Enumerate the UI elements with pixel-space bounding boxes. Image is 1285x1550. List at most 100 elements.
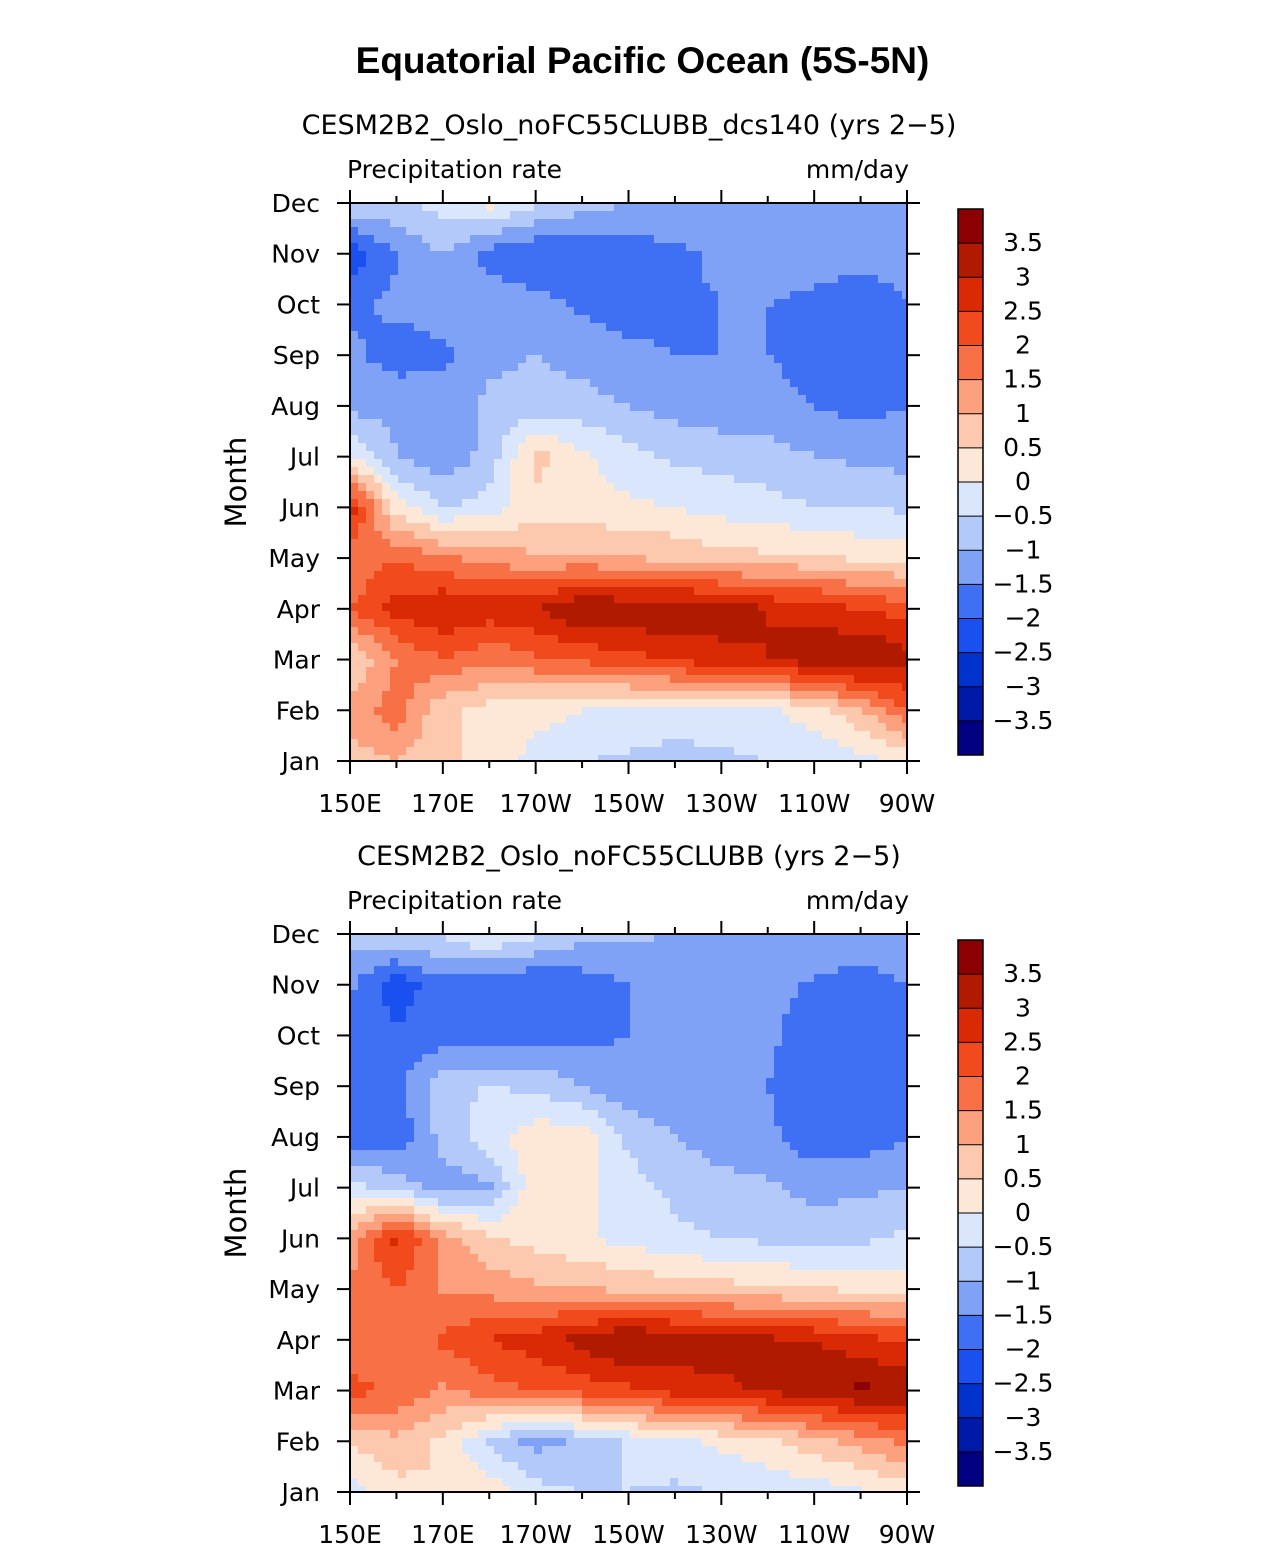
heatmap-cell xyxy=(750,307,759,316)
heatmap-cell xyxy=(542,651,551,660)
heatmap-cell xyxy=(830,611,839,620)
heatmap-cell xyxy=(902,307,908,316)
heatmap-cell xyxy=(566,731,575,740)
heatmap-cell xyxy=(790,371,799,380)
heatmap-cell xyxy=(446,379,455,388)
heatmap-cell xyxy=(390,307,399,316)
heatmap-cell xyxy=(662,315,671,324)
heatmap-cell xyxy=(510,227,519,236)
heatmap-cell xyxy=(854,659,863,668)
heatmap-cell xyxy=(438,507,447,516)
heatmap-cell xyxy=(630,323,639,332)
heatmap-cell xyxy=(814,427,823,436)
heatmap-cell xyxy=(798,523,807,532)
heatmap-cell xyxy=(838,387,847,396)
heatmap-cell xyxy=(366,483,375,492)
heatmap-cell xyxy=(670,251,679,260)
heatmap-cell xyxy=(550,683,559,692)
heatmap-cell xyxy=(606,299,615,308)
heatmap-cell xyxy=(742,715,751,724)
heatmap-cell xyxy=(502,699,511,708)
heatmap-cell xyxy=(406,579,415,588)
heatmap-cell xyxy=(574,739,583,748)
heatmap-cell xyxy=(398,707,407,716)
heatmap-cell xyxy=(598,283,607,292)
heatmap-cell xyxy=(886,739,895,748)
heatmap-cell xyxy=(534,659,543,668)
heatmap-cell xyxy=(598,723,607,732)
heatmap-cell xyxy=(558,707,567,716)
heatmap-cell xyxy=(662,571,671,580)
heatmap-cell xyxy=(606,659,615,668)
heatmap-cell xyxy=(502,659,511,668)
heatmap-cell xyxy=(790,667,799,676)
heatmap-cell xyxy=(470,555,479,564)
heatmap-cell xyxy=(886,515,895,524)
heatmap-cell xyxy=(654,291,663,300)
heatmap-cell xyxy=(446,339,455,348)
heatmap-cell xyxy=(894,235,903,244)
heatmap-cell xyxy=(398,379,407,388)
heatmap-cell xyxy=(502,579,511,588)
heatmap-cell xyxy=(526,307,535,316)
heatmap-cell xyxy=(878,419,887,428)
heatmap-cell xyxy=(438,707,447,716)
heatmap-cell xyxy=(734,331,743,340)
heatmap-cell xyxy=(774,371,783,380)
heatmap-cell xyxy=(742,691,751,700)
heatmap-cell xyxy=(790,275,799,284)
heatmap-cell xyxy=(878,595,887,604)
heatmap-cell xyxy=(438,339,447,348)
heatmap-cell xyxy=(854,435,863,444)
heatmap-cell xyxy=(822,523,831,532)
heatmap-cell xyxy=(790,531,799,540)
heatmap-cell xyxy=(478,339,487,348)
heatmap-cell xyxy=(830,307,839,316)
heatmap-cell xyxy=(862,227,871,236)
heatmap-cell xyxy=(414,275,423,284)
heatmap-cell xyxy=(366,555,375,564)
heatmap-cell xyxy=(406,643,415,652)
heatmap-cell xyxy=(766,435,775,444)
heatmap-cell xyxy=(534,395,543,404)
heatmap-cell xyxy=(734,555,743,564)
heatmap-cell xyxy=(846,635,855,644)
heatmap-cell xyxy=(662,371,671,380)
heatmap-cell xyxy=(414,411,423,420)
heatmap-cell xyxy=(622,611,631,620)
heatmap-cell xyxy=(646,675,655,684)
heatmap-cell xyxy=(606,555,615,564)
heatmap-cell xyxy=(502,419,511,428)
heatmap-cell xyxy=(822,299,831,308)
heatmap-cell xyxy=(854,379,863,388)
heatmap-cell xyxy=(470,219,479,228)
heatmap-cell xyxy=(478,499,487,508)
heatmap-cell xyxy=(366,379,375,388)
heatmap-cell xyxy=(622,235,631,244)
heatmap-cell xyxy=(870,291,879,300)
heatmap-cell xyxy=(822,755,831,762)
heatmap-cell xyxy=(806,227,815,236)
heatmap-cell xyxy=(654,707,663,716)
heatmap-cell xyxy=(558,339,567,348)
heatmap-cell xyxy=(766,411,775,420)
heatmap-cell xyxy=(638,323,647,332)
heatmap-cell xyxy=(534,579,543,588)
heatmap-cell xyxy=(726,619,735,628)
heatmap-cell xyxy=(638,435,647,444)
heatmap-cell xyxy=(414,371,423,380)
heatmap-cell xyxy=(662,659,671,668)
heatmap-cell xyxy=(478,539,487,548)
heatmap-cell xyxy=(686,627,695,636)
heatmap-cell xyxy=(694,691,703,700)
heatmap-cell xyxy=(502,643,511,652)
heatmap-cell xyxy=(382,563,391,572)
heatmap-cell xyxy=(518,627,527,636)
heatmap-cell xyxy=(822,203,831,212)
heatmap-cell xyxy=(686,635,695,644)
heatmap-cell xyxy=(718,595,727,604)
heatmap-cell xyxy=(518,675,527,684)
heatmap-cell xyxy=(366,723,375,732)
heatmap-cell xyxy=(662,531,671,540)
heatmap-cell xyxy=(438,723,447,732)
